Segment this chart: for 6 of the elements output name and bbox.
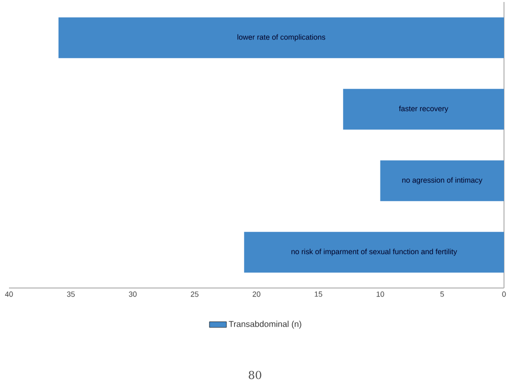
bar bbox=[343, 88, 504, 130]
text: 80 bbox=[248, 370, 262, 380]
bar bbox=[244, 232, 504, 273]
bar bbox=[58, 17, 504, 58]
legend-label: Transabdominal (n) bbox=[228, 320, 302, 329]
bar bbox=[380, 160, 504, 202]
